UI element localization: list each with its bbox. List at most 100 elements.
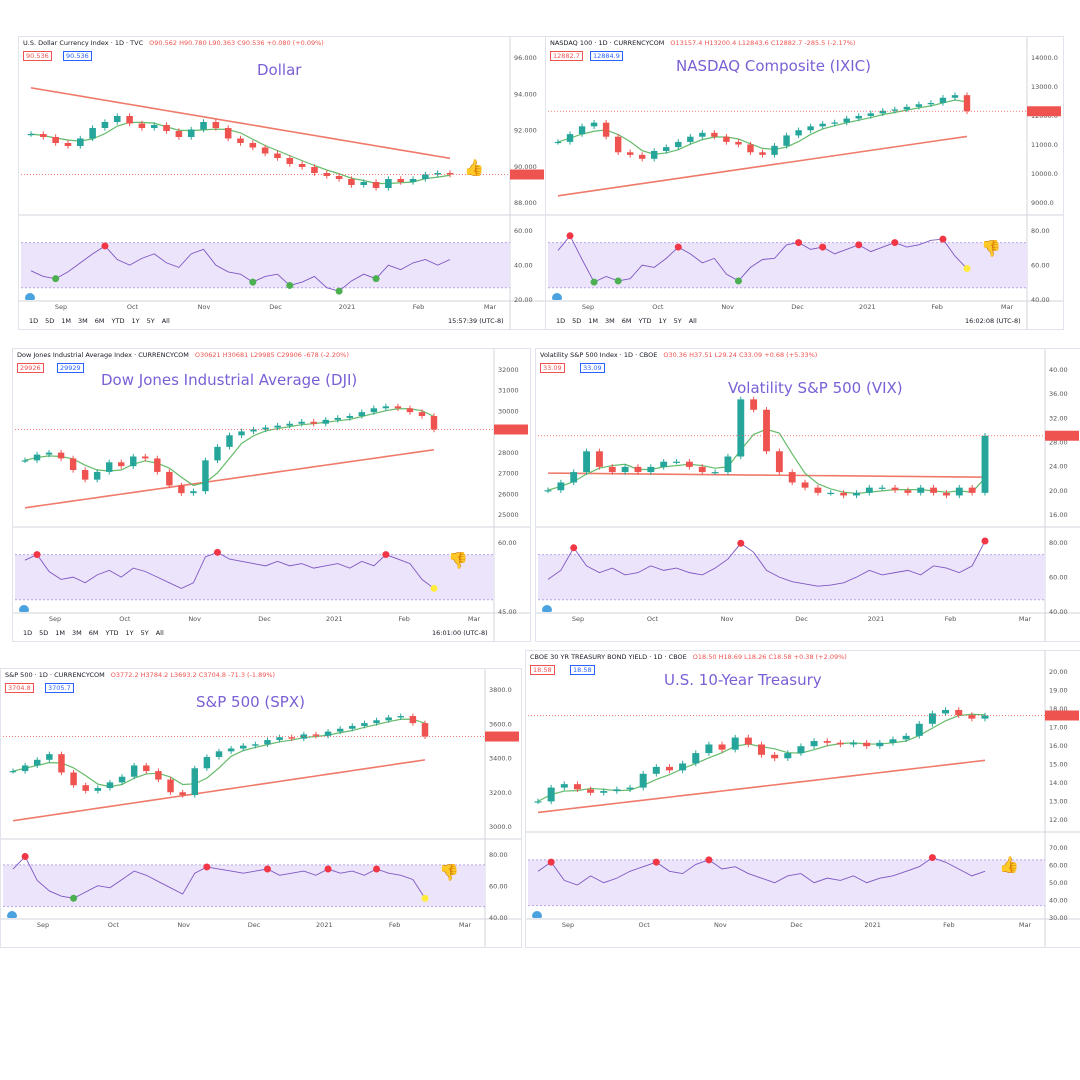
rsi-tick-label: 60.00 [514,227,533,235]
timeframe-1y[interactable]: 1Y [125,629,134,637]
timeframe-all[interactable]: All [161,317,170,325]
candle [372,179,380,191]
rsi-oversold-dot [52,275,60,283]
price-tick-label: 30000 [498,407,519,415]
timeframe-5d[interactable]: 5D [45,317,55,325]
sell-price-box[interactable]: 3704.8 [5,683,34,693]
candle [288,734,295,742]
timeframe-1m[interactable]: 1M [55,629,66,637]
timeframe-5y[interactable]: 5Y [146,317,155,325]
sell-price-box[interactable]: 12882.7 [550,51,583,61]
rsi-band [21,242,510,288]
timeframe-3m[interactable]: 3M [78,317,88,325]
timeframe-6m[interactable]: 6M [88,629,99,637]
candle [166,469,173,489]
candle [807,123,814,133]
candle [955,707,963,718]
candle [831,119,838,127]
candle [981,433,989,496]
timeframe-all[interactable]: All [155,629,164,637]
candle [578,123,586,137]
buy-price-box[interactable]: 29929 [57,363,84,373]
candle [757,741,766,758]
price-tick-label: 3400.0 [489,755,512,763]
candle [685,458,693,470]
buy-price-box[interactable]: 3705.7 [45,683,74,693]
timeframe-6m[interactable]: 6M [94,317,105,325]
candle [324,729,332,739]
candle [692,750,700,767]
candle [699,130,706,140]
candle [261,144,269,157]
buy-price-box[interactable]: 12884.9 [590,51,623,61]
candle [252,741,259,749]
timeframe-5y[interactable]: 5Y [140,629,149,637]
timeframe-1d[interactable]: 1D [556,317,566,325]
timeframe-1m[interactable]: 1M [61,317,72,325]
candle [544,487,552,493]
buy-price-box[interactable]: 18.58 [570,665,595,675]
rsi-tick-label: 60.00 [1031,262,1050,270]
candle [126,113,133,127]
timeframe-bar: 1D 5D 1M 3M 6M YTD 1Y 5Y All [23,629,171,637]
time-tick-label: Oct [127,303,139,311]
timeframe-1y[interactable]: 1Y [131,317,140,325]
rsi-overbought-dot [674,243,682,251]
candle [215,748,223,760]
price-tick-label: 12.00 [1049,816,1068,824]
price-tick-label: 19.00 [1049,687,1068,695]
price-tick-label: 27000 [498,470,519,478]
candle [382,403,390,411]
time-tick-label: Dec [791,303,804,311]
timeframe-5d[interactable]: 5D [572,317,582,325]
buy-price-box[interactable]: 90.536 [63,51,92,61]
timeframe-6m[interactable]: 6M [621,317,632,325]
buy-price-box[interactable]: 33.09 [580,363,605,373]
timeframe-1m[interactable]: 1M [588,317,599,325]
candle [349,723,356,732]
timeframe-all[interactable]: All [688,317,697,325]
timeframe-ytd[interactable]: YTD [111,317,125,325]
candle [687,134,694,145]
candle [89,125,96,142]
rsi-overbought-dot [263,865,271,873]
timeframe-1d[interactable]: 1D [29,317,39,325]
timeframe-ytd[interactable]: YTD [638,317,652,325]
candle [955,484,963,499]
rsi-line [24,551,435,589]
candle [608,464,616,475]
time-tick-label: Feb [398,615,410,623]
rsi-band [3,864,485,907]
sell-price-box[interactable]: 33.09 [540,363,565,373]
price-tick-label: 14000.0 [1031,54,1058,62]
timeframe-5d[interactable]: 5D [39,629,49,637]
candle [735,139,742,148]
candle [665,764,673,774]
price-tick-label: 24.00 [1049,463,1068,471]
candle [421,720,429,740]
price-tick-label: 36.00 [1049,390,1068,398]
timeframe-1d[interactable]: 1D [23,629,33,637]
rsi-overbought-dot [570,544,578,552]
timeframe-5y[interactable]: 5Y [673,317,682,325]
candle [227,745,235,754]
candle [178,482,185,496]
timeframe-3m[interactable]: 3M [72,629,82,637]
candle [190,488,197,496]
sell-price-box[interactable]: 29926 [17,363,44,373]
rsi-overbought-dot [373,865,381,873]
timeframe-ytd[interactable]: YTD [105,629,119,637]
thumbs-up-icon: 👍 [464,158,484,177]
sell-price-box[interactable]: 18.58 [530,665,555,675]
price-tick-label: 88.000 [514,199,537,207]
time-tick-label: Oct [647,615,659,623]
price-tick-label: 16.00 [1049,742,1068,750]
candle [286,155,294,167]
chart-panel-dji: 3200031000300002900028000270002600025000… [12,348,531,642]
timeframe-1y[interactable]: 1Y [658,317,667,325]
timeframe-3m[interactable]: 3M [605,317,615,325]
candle [705,741,713,756]
sell-price-box[interactable]: 90.536 [23,51,52,61]
tradingview-logo-icon [552,293,562,300]
candle [626,149,634,158]
